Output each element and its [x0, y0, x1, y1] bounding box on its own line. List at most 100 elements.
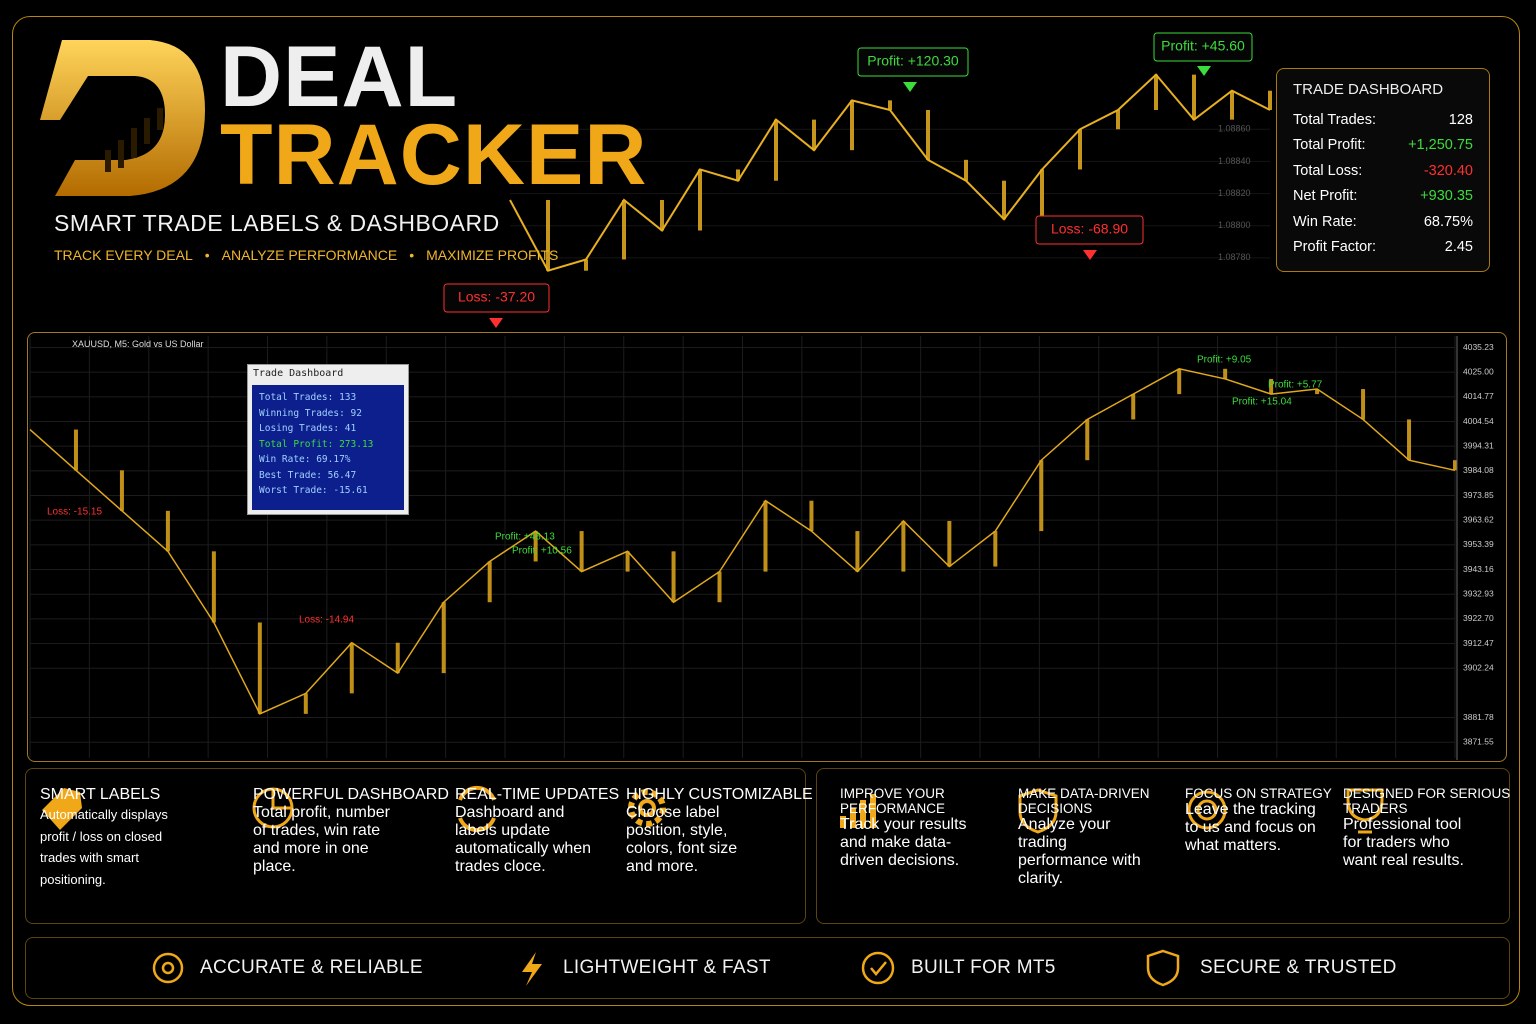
row-label: Win Rate: [1293, 213, 1357, 230]
trade-label-box [1035, 215, 1144, 245]
badge: LIGHTWEIGHT & FAST [563, 957, 771, 978]
row-value: 68.75% [1423, 213, 1473, 230]
row-label: Total Profit: [1293, 137, 1366, 154]
row-value: +930.35 [1420, 188, 1473, 205]
trade-dashboard: TRADE DASHBOARD Total Trades: 128 Total Pr… [1276, 68, 1490, 272]
candle [622, 200, 626, 260]
candle [717, 571, 722, 603]
candle [1002, 180, 1006, 220]
candle [1453, 460, 1457, 471]
benefit: FOCUS ON STRATEGY Leave the tracking to u… [1185, 786, 1365, 916]
y-tick-label: 4035.23 [1463, 342, 1494, 352]
candle [947, 520, 952, 567]
price-line [29, 368, 1456, 715]
candle [1268, 90, 1272, 110]
row-value: 128 [1448, 112, 1473, 128]
subtitle: SMART TRADE LABELS & DASHBOARD [54, 210, 500, 236]
row-value: +1,250.75 [1408, 137, 1473, 154]
y-tick-label: 3963.62 [1463, 514, 1494, 524]
taglines: TRACK EVERY DEAL • ANALYZE PERFORMANCE • MAX… [54, 247, 558, 263]
badges-bar [25, 937, 1510, 999]
icons [42, 785, 1384, 987]
candle [671, 551, 676, 603]
candle [1230, 90, 1234, 120]
candle [349, 642, 354, 694]
trade-label: Profit: +120.30 [867, 53, 959, 69]
row-label: Net Profit: [1293, 188, 1358, 205]
y-tick-label: 1.08860 [1218, 124, 1251, 134]
mini-row: Best Trade: 56.47 [259, 469, 357, 481]
candle [1269, 378, 1274, 395]
trade-label-box [443, 283, 550, 313]
candle [698, 169, 702, 231]
main-chart-frame [27, 332, 1507, 762]
candle [487, 561, 492, 603]
feature-title: REAL-TIME UPDATES [455, 786, 620, 803]
dashboard-row: Total Loss: -320.40 [1293, 163, 1473, 188]
feature-desc: Choose label position, style, colors, fo… [626, 804, 738, 875]
candle [901, 520, 906, 572]
y-tick-label: 3871.55 [1463, 736, 1494, 746]
candle [1192, 74, 1196, 120]
badge: BUILT FOR MT5 [911, 957, 1056, 978]
feature-title: SMART LABELS [40, 786, 161, 803]
trade-label-box [1153, 32, 1253, 62]
candle [584, 259, 588, 271]
candle [533, 531, 538, 562]
brand-line2: TRACKER [220, 107, 648, 203]
candle [1116, 110, 1120, 130]
y-tick-label: 1.08840 [1218, 156, 1251, 166]
mini-row: Total Trades: 133 [259, 392, 357, 403]
benefit-desc: Professional tool for traders who want r… [1343, 816, 1464, 869]
trade-label: Loss: -37.20 [458, 289, 535, 305]
dashboard-row: Total Profit: +1,250.75 [1293, 137, 1473, 162]
feature: HIGHLY CUSTOMIZABLE Choose label position… [626, 786, 826, 916]
tag-separator: • [409, 247, 415, 263]
y-tick-label: 3943.16 [1463, 564, 1494, 574]
candle [660, 200, 664, 231]
benefit: DESIGNED FOR SERIOUS TRADERS Professional… [1343, 786, 1523, 916]
candle [546, 200, 550, 271]
trade-label: Profit: +48.13 [495, 532, 555, 543]
benefit-title: MAKE DATA-DRIVEN DECISIONS [1018, 786, 1150, 816]
feature: REAL-TIME UPDATES Dashboard and labels up… [455, 786, 655, 916]
symbol: XAUUSD, M5: Gold vs US Dollar [72, 339, 204, 349]
candle [736, 169, 740, 181]
benefit: MAKE DATA-DRIVEN DECISIONS Analyze your t… [1018, 786, 1198, 916]
feature-title: POWERFUL DASHBOARD [253, 786, 449, 803]
mini-row: Worst Trade: -15.61 [259, 485, 368, 496]
candle [165, 510, 170, 552]
candle [1131, 394, 1136, 420]
candle [855, 531, 860, 572]
badge: SECURE & TRUSTED [1200, 957, 1397, 978]
candle [1085, 419, 1090, 461]
candle [579, 531, 584, 572]
mini-row: Total Profit: 273.13 [259, 438, 374, 450]
candle [1078, 129, 1082, 170]
trade-label: Loss: -68.90 [1051, 221, 1128, 237]
row-label: Profit Factor: [1293, 238, 1376, 255]
benefit-title: FOCUS ON STRATEGY [1185, 786, 1332, 801]
mini-dashboard-title: Trade Dashboard [253, 368, 344, 379]
mini-row: Losing Trades: 41 [259, 423, 357, 434]
y-tick-label: 3922.70 [1463, 613, 1494, 623]
benefit-desc: Leave the tracking to us and focus on wh… [1185, 801, 1316, 854]
candle [625, 551, 630, 572]
dashboard-row: Win Rate: 68.75% [1293, 214, 1473, 239]
candle [1407, 419, 1412, 461]
dashboard-title: TRADE DASHBOARD [1293, 81, 1444, 98]
trade-arrow [1197, 66, 1211, 76]
candle [809, 500, 814, 532]
y-tick-label: 3881.78 [1463, 712, 1494, 722]
candle [257, 622, 262, 714]
candle [850, 100, 854, 151]
feature-desc: Total profit, number of trades, win rate… [253, 804, 390, 875]
row-value: -320.40 [1423, 162, 1473, 179]
y-tick-label: 3912.47 [1463, 638, 1494, 648]
candle [211, 551, 216, 623]
y-tick-label: 3953.39 [1463, 539, 1494, 549]
benefit-desc: Track your results and make data-driven … [840, 816, 967, 869]
candle [119, 470, 124, 511]
tagline: TRACK EVERY DEAL [54, 247, 193, 263]
